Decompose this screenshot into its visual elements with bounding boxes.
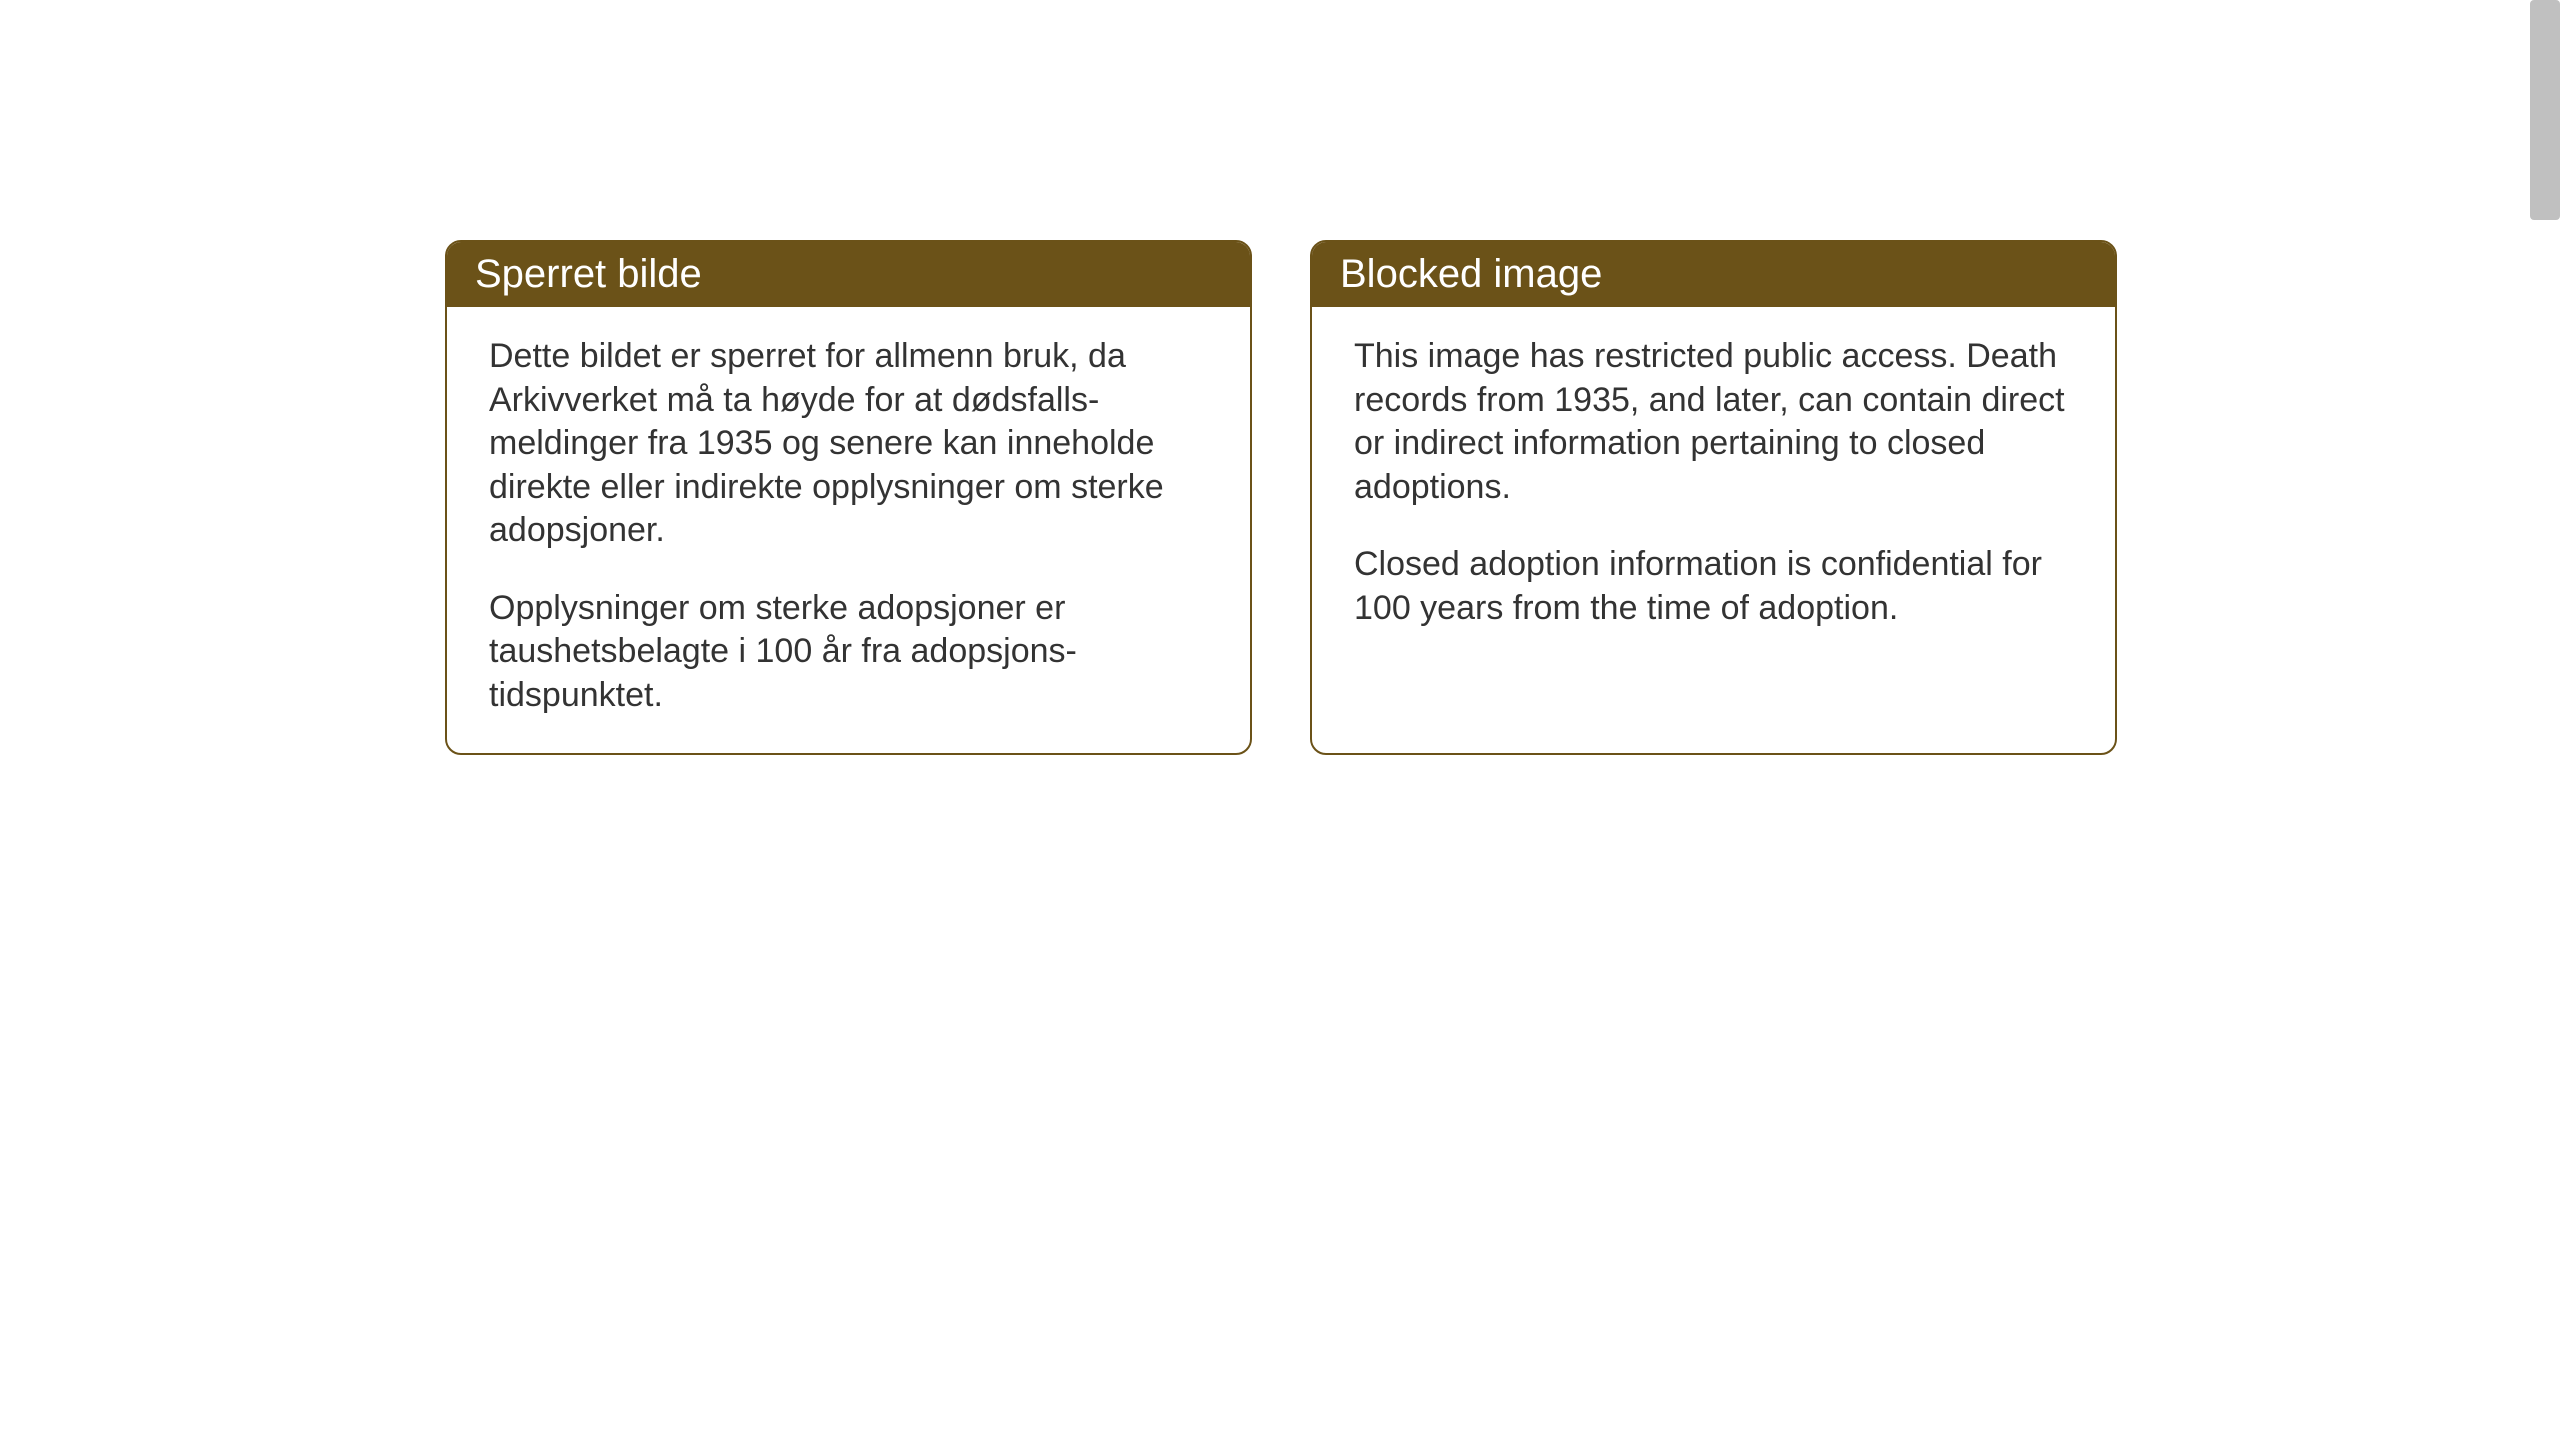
card-paragraph-norwegian-2: Opplysninger om sterke adopsjoner er tau… (489, 587, 1208, 718)
card-body-norwegian: Dette bildet er sperret for allmenn bruk… (447, 307, 1250, 753)
card-title-english: Blocked image (1340, 252, 1602, 296)
notice-card-english: Blocked image This image has restricted … (1310, 240, 2117, 755)
card-header-norwegian: Sperret bilde (447, 242, 1250, 307)
card-title-norwegian: Sperret bilde (475, 252, 702, 296)
card-paragraph-english-1: This image has restricted public access.… (1354, 335, 2073, 509)
card-body-english: This image has restricted public access.… (1312, 307, 2115, 747)
card-paragraph-english-2: Closed adoption information is confident… (1354, 543, 2073, 630)
notice-card-container: Sperret bilde Dette bildet er sperret fo… (445, 240, 2117, 755)
scrollbar-vertical[interactable] (2530, 0, 2560, 220)
card-paragraph-norwegian-1: Dette bildet er sperret for allmenn bruk… (489, 335, 1208, 553)
notice-card-norwegian: Sperret bilde Dette bildet er sperret fo… (445, 240, 1252, 755)
card-header-english: Blocked image (1312, 242, 2115, 307)
